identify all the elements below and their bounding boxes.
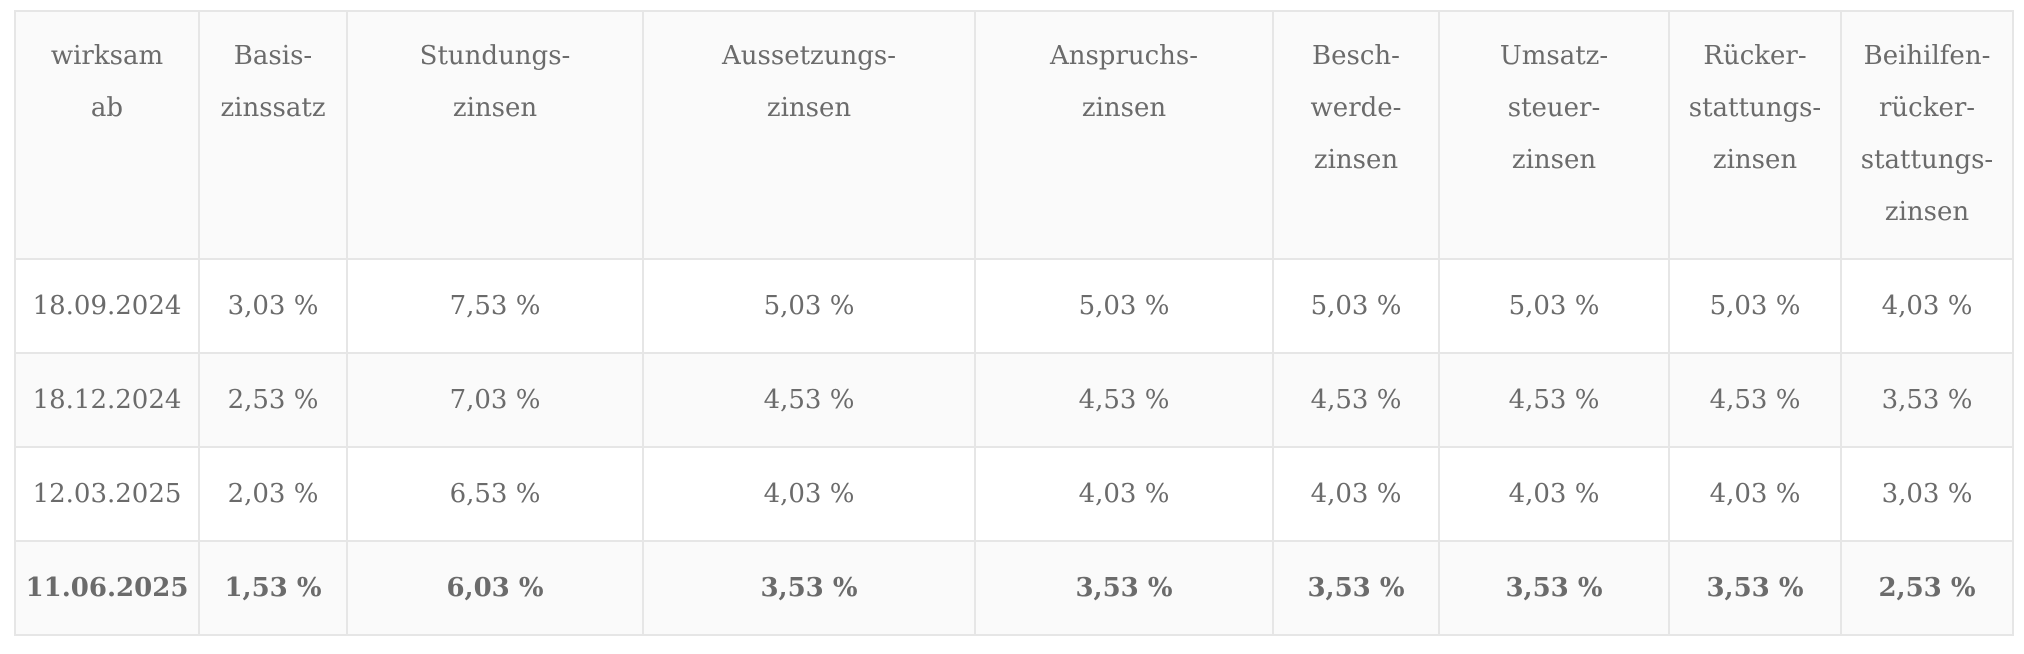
cell-beihilfenrueckerstattungszinsen: 2,53 % (1840, 540, 2014, 636)
cell-beschwerdezinsen: 3,53 % (1272, 540, 1440, 636)
cell-basiszinssatz: 2,53 % (198, 352, 348, 448)
cell-umsatzsteuerzinsen: 3,53 % (1438, 540, 1670, 636)
header-beschwerdezinsen: Besch- werde- zinsen (1272, 10, 1440, 260)
table-row-current: 11.06.2025 1,53 % 6,03 % 3,53 % 3,53 % 3… (14, 540, 2014, 636)
cell-stundungszinsen: 7,53 % (346, 258, 644, 354)
table-row: 18.09.2024 3,03 % 7,53 % 5,03 % 5,03 % 5… (14, 258, 2014, 354)
cell-stundungszinsen: 7,03 % (346, 352, 644, 448)
cell-date: 18.12.2024 (14, 352, 200, 448)
cell-aussetzungszinsen: 4,03 % (642, 446, 976, 542)
table-header-row: wirksam ab Basis- zinssatz Stundungs- zi… (14, 10, 2014, 260)
cell-beschwerdezinsen: 4,03 % (1272, 446, 1440, 542)
cell-beihilfenrueckerstattungszinsen: 3,03 % (1840, 446, 2014, 542)
cell-stundungszinsen: 6,03 % (346, 540, 644, 636)
cell-umsatzsteuerzinsen: 4,03 % (1438, 446, 1670, 542)
header-basiszinssatz: Basis- zinssatz (198, 10, 348, 260)
cell-beihilfenrueckerstattungszinsen: 4,03 % (1840, 258, 2014, 354)
cell-anspruchszinsen: 4,03 % (974, 446, 1274, 542)
cell-date: 12.03.2025 (14, 446, 200, 542)
cell-rueckerstattungszinsen: 5,03 % (1668, 258, 1842, 354)
cell-anspruchszinsen: 4,53 % (974, 352, 1274, 448)
cell-umsatzsteuerzinsen: 4,53 % (1438, 352, 1670, 448)
cell-beihilfenrueckerstattungszinsen: 3,53 % (1840, 352, 2014, 448)
cell-anspruchszinsen: 5,03 % (974, 258, 1274, 354)
cell-rueckerstattungszinsen: 3,53 % (1668, 540, 1842, 636)
cell-stundungszinsen: 6,53 % (346, 446, 644, 542)
header-aussetzungszinsen: Aussetzungs- zinsen (642, 10, 976, 260)
table-row: 12.03.2025 2,03 % 6,53 % 4,03 % 4,03 % 4… (14, 446, 2014, 542)
cell-basiszinssatz: 1,53 % (198, 540, 348, 636)
header-anspruchszinsen: Anspruchs- zinsen (974, 10, 1274, 260)
header-wirksam-ab: wirksam ab (14, 10, 200, 260)
header-stundungszinsen: Stundungs- zinsen (346, 10, 644, 260)
cell-aussetzungszinsen: 4,53 % (642, 352, 976, 448)
cell-anspruchszinsen: 3,53 % (974, 540, 1274, 636)
header-rueckerstattungszinsen: Rücker- stattungs- zinsen (1668, 10, 1842, 260)
table-row: 18.12.2024 2,53 % 7,03 % 4,53 % 4,53 % 4… (14, 352, 2014, 448)
cell-umsatzsteuerzinsen: 5,03 % (1438, 258, 1670, 354)
cell-basiszinssatz: 3,03 % (198, 258, 348, 354)
interest-rate-table-container: wirksam ab Basis- zinssatz Stundungs- zi… (14, 10, 2014, 636)
cell-basiszinssatz: 2,03 % (198, 446, 348, 542)
cell-beschwerdezinsen: 4,53 % (1272, 352, 1440, 448)
header-beihilfenrueckerstattungszinsen: Beihilfen- rücker- stattungs- zinsen (1840, 10, 2014, 260)
cell-aussetzungszinsen: 5,03 % (642, 258, 976, 354)
interest-rate-table: wirksam ab Basis- zinssatz Stundungs- zi… (14, 10, 2014, 636)
cell-rueckerstattungszinsen: 4,53 % (1668, 352, 1842, 448)
cell-aussetzungszinsen: 3,53 % (642, 540, 976, 636)
cell-date: 18.09.2024 (14, 258, 200, 354)
header-umsatzsteuerzinsen: Umsatz- steuer- zinsen (1438, 10, 1670, 260)
cell-beschwerdezinsen: 5,03 % (1272, 258, 1440, 354)
cell-rueckerstattungszinsen: 4,03 % (1668, 446, 1842, 542)
cell-date: 11.06.2025 (14, 540, 200, 636)
